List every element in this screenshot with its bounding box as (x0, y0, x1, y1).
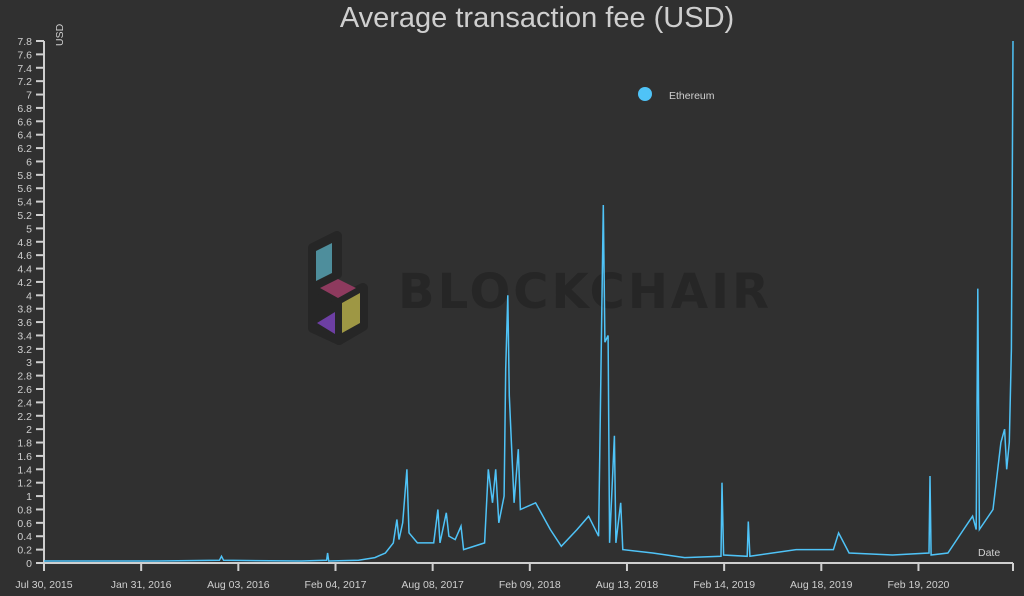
y-tick-label: 2.6 (17, 384, 32, 396)
y-tick-label: 3 (26, 357, 32, 369)
y-tick-label: 6.2 (17, 143, 32, 155)
y-tick-label: 6.6 (17, 116, 32, 128)
y-tick-label: 5.4 (17, 197, 32, 209)
x-tick-label: Aug 13, 2018 (596, 579, 659, 591)
y-tick-label: 7.6 (17, 49, 32, 61)
y-tick-label: 2.2 (17, 411, 32, 423)
y-tick-label: 1.4 (17, 464, 32, 476)
y-tick-label: 1 (26, 491, 32, 503)
y-tick-label: 4.2 (17, 277, 32, 289)
blockchair-logo-icon (308, 231, 368, 345)
y-tick-label: 6 (26, 156, 32, 168)
y-tick-label: 3.4 (17, 330, 32, 342)
y-tick-label: 0.4 (17, 531, 32, 543)
y-tick-label: 6.8 (17, 103, 32, 115)
y-tick-label: 1.2 (17, 478, 32, 490)
y-tick-label: 6.4 (17, 130, 32, 142)
blockchair-watermark: BLOCKCHAIR (308, 231, 772, 345)
y-tick-label: 5.8 (17, 170, 32, 182)
y-tick-label: 7.2 (17, 76, 32, 88)
x-tick-label: Feb 14, 2019 (693, 579, 755, 591)
y-tick-label: 7.8 (17, 36, 32, 48)
y-tick-label: 0 (26, 558, 32, 570)
y-tick-label: 4 (26, 290, 32, 302)
x-tick-label: Jan 31, 2016 (111, 579, 172, 591)
y-tick-label: 2.4 (17, 397, 32, 409)
x-tick-label: Feb 09, 2018 (499, 579, 561, 591)
y-tick-label: 7.4 (17, 63, 32, 75)
y-tick-label: 0.8 (17, 504, 32, 516)
y-tick-label: 4.8 (17, 237, 32, 249)
y-tick-label: 0.6 (17, 518, 32, 530)
legend-label: Ethereum (669, 90, 715, 102)
x-tick-label: Jul 30, 2015 (15, 579, 72, 591)
y-tick-label: 3.8 (17, 304, 32, 316)
y-tick-label: 4.6 (17, 250, 32, 262)
y-tick-label: 0.2 (17, 545, 32, 557)
y-tick-label: 2 (26, 424, 32, 436)
legend-marker (638, 87, 652, 101)
x-tick-label: Feb 19, 2020 (888, 579, 950, 591)
y-tick-label: 3.6 (17, 317, 32, 329)
y-tick-label: 5.2 (17, 210, 32, 222)
y-tick-label: 3.2 (17, 344, 32, 356)
y-tick-label: 1.6 (17, 451, 32, 463)
y-tick-label: 7 (26, 90, 32, 102)
x-axis-label: Date (978, 547, 1000, 559)
x-tick-label: Aug 18, 2019 (790, 579, 853, 591)
y-tick-label: 4.4 (17, 264, 32, 276)
y-tick-label: 1.8 (17, 438, 32, 450)
x-tick-label: Aug 03, 2016 (207, 579, 270, 591)
svg-text:BLOCKCHAIR: BLOCKCHAIR (398, 264, 772, 320)
chart-title: Average transaction fee (USD) (339, 2, 735, 34)
x-tick-label: Aug 08, 2017 (401, 579, 464, 591)
y-tick-label: 5.6 (17, 183, 32, 195)
y-axis-label: USD (54, 23, 66, 46)
y-tick-label: 5 (26, 223, 32, 235)
x-tick-label: Feb 04, 2017 (305, 579, 367, 591)
y-tick-label: 2.8 (17, 371, 32, 383)
legend[interactable]: Ethereum (638, 87, 715, 102)
series-line-ethereum (44, 40, 1014, 562)
